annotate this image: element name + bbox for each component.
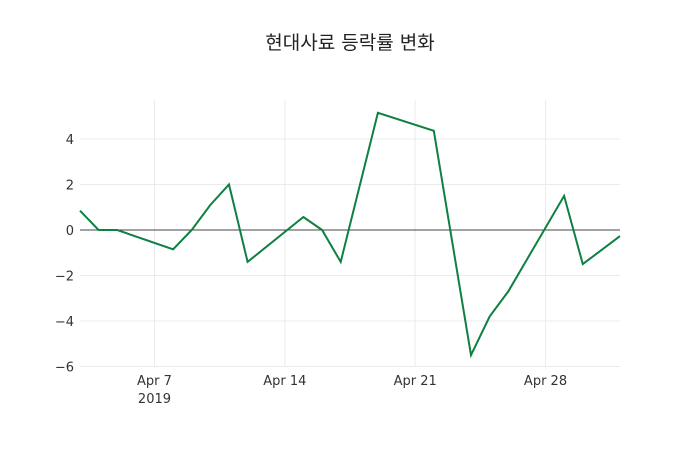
y-tick-label: −6 [55,361,74,376]
series-line[interactable] [79,111,621,359]
y-tick-label: 4 [66,133,74,148]
y-tick-label: 2 [66,179,74,194]
y-tick-label: −2 [55,270,74,285]
x-tick-label: Apr 21 [394,374,437,389]
y-axis-ticks: 4 2 0 −2 −4 −6 [55,133,74,376]
x-tick-label: Apr 14 [263,374,306,389]
x-tick-label: Apr 7 [137,374,172,389]
x-tick-label: Apr 28 [524,374,567,389]
x-axis-ticks: Apr 7 2019 Apr 14 Apr 21 Apr 28 [137,374,567,407]
y-tick-label: −4 [55,315,74,330]
x-tick-year: 2019 [138,392,171,407]
y-tick-label: 0 [66,224,74,239]
chart-title: 현대사료 등락률 변화 [265,32,434,54]
gridlines [80,100,620,367]
